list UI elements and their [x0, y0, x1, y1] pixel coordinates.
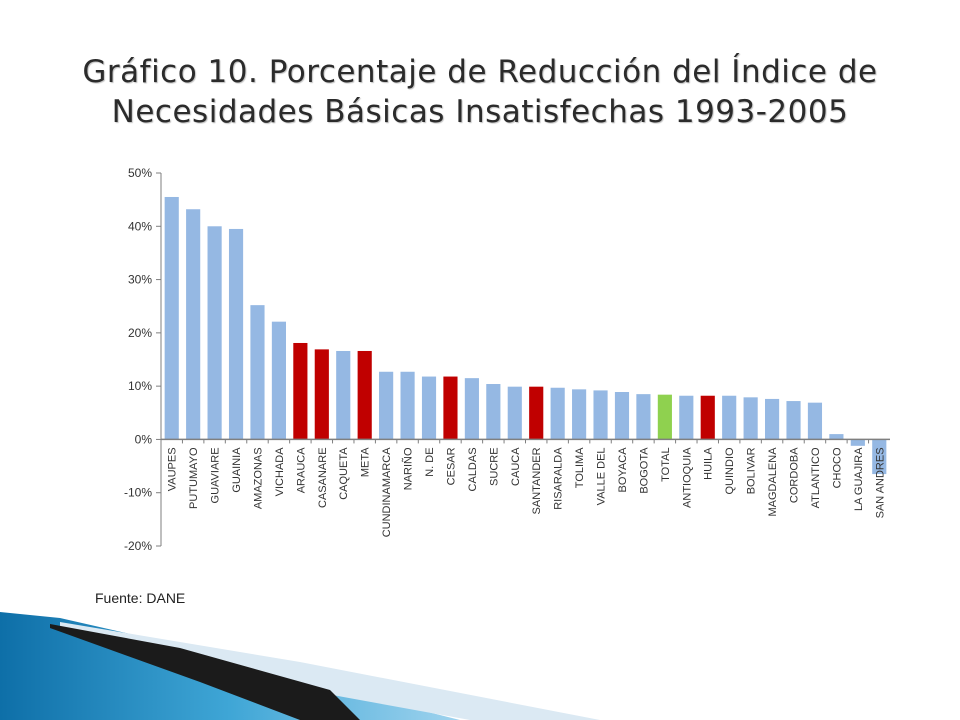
bar-meta: [357, 350, 372, 440]
x-tick-label: BOYACA: [617, 447, 629, 493]
bar-san-andres: [872, 439, 887, 475]
bar-vichada: [271, 321, 287, 440]
y-tick-label: 20%: [128, 326, 152, 340]
x-tick-label: HUILA: [703, 447, 715, 480]
x-tick-label: ATLANTICO: [810, 447, 822, 508]
bar-bolivar: [743, 397, 758, 440]
bar-nariño: [400, 371, 415, 440]
source-note: Fuente: DANE: [95, 590, 186, 606]
bar-bogota: [636, 394, 651, 440]
bar-n-de: [421, 376, 437, 440]
x-tick-label: SAN ANDRES: [874, 447, 886, 518]
bar-cordoba: [786, 401, 801, 440]
bars-group: [164, 196, 887, 475]
y-tick-label: 30%: [128, 273, 152, 287]
x-tick-label: VALLE DEL: [596, 447, 608, 505]
slide-decoration-light-band: [60, 622, 600, 720]
y-tick-label: 0%: [135, 432, 153, 446]
x-tick-label: TOTAL: [660, 447, 672, 481]
y-tick-label: -10%: [124, 486, 152, 500]
bar-sucre: [486, 384, 501, 440]
x-tick-label: CORDOBA: [789, 447, 801, 503]
x-tick-label: CASANARE: [317, 447, 329, 508]
bar-quindio: [722, 395, 737, 440]
slide-title-line-2: Necesidades Básicas Insatisfechas 1993-2…: [111, 94, 849, 130]
x-tick-label: VICHADA: [274, 447, 286, 497]
bar-boyaca: [614, 392, 630, 440]
x-tick-label: PUTUMAYO: [188, 447, 200, 509]
bar-risaralda: [550, 387, 565, 440]
x-tick-labels: VAUPES PUTUMAYO GUAVIARE GUAINIA AMAZONAS VIC…: [167, 447, 887, 538]
y-tick-label: 50%: [128, 166, 152, 180]
bar-casanare: [314, 349, 329, 440]
x-tick-label: SANTANDER: [531, 447, 543, 514]
slide-title-line-1: Gráfico 10. Porcentaje de Reducción del …: [82, 54, 878, 90]
x-tick-label: BOLIVAR: [746, 447, 758, 494]
x-tick-label: ARAUCA: [295, 447, 307, 494]
x-tick-label: LA GUAJIRA: [853, 447, 865, 511]
bar-amazonas: [250, 305, 265, 440]
x-tick-label: BOGOTA: [638, 447, 650, 494]
x-tick-label: NARIÑO: [402, 447, 415, 490]
y-tick-label: 40%: [128, 219, 152, 233]
bar-guainia: [228, 228, 244, 440]
x-tick-label: CAQUETA: [338, 447, 350, 500]
x-tick-label: AMAZONAS: [252, 447, 264, 509]
bar-cauca: [507, 386, 522, 440]
bar-cundinamarca: [379, 371, 394, 440]
bar-la-guajira: [850, 439, 865, 446]
bar-total: [657, 394, 672, 440]
bar-cesar: [443, 376, 458, 440]
x-tick-label: GUAINIA: [231, 447, 243, 493]
y-tick-label: 10%: [128, 379, 152, 393]
bar-putumayo: [186, 209, 201, 440]
bar-atlantico: [807, 402, 823, 440]
slide-title: Gráfico 10. Porcentaje de Reducción del …: [40, 52, 920, 132]
bar-caldas: [464, 378, 479, 440]
bar-choco: [829, 434, 844, 440]
bar-huila: [700, 395, 715, 440]
x-tick-label: MAGDALENA: [767, 447, 779, 517]
x-tick-label: CHOCO: [831, 447, 843, 488]
bar-guaviare: [207, 226, 222, 440]
bar-vaupes: [164, 196, 179, 440]
slide-decoration-dark-stripe: [50, 624, 360, 720]
bar-tolima: [572, 389, 587, 440]
bar-caqueta: [336, 350, 351, 440]
x-tick-label: META: [360, 447, 372, 477]
x-tick-label: GUAVIARE: [210, 447, 222, 503]
x-tick-label: TOLIMA: [574, 447, 586, 488]
x-tick-label: CALDAS: [467, 447, 479, 491]
bar-antioquia: [679, 395, 694, 440]
bar-valle-del: [593, 390, 608, 440]
x-tick-label: CESAR: [445, 447, 457, 485]
x-tick-label: N. DE: [424, 447, 436, 476]
x-tick-label: CUNDINAMARCA: [381, 447, 393, 538]
x-tick-label: ANTIOQUIA: [681, 447, 693, 508]
bar-arauca: [293, 342, 308, 440]
bar-magdalena: [764, 398, 780, 440]
x-tick-label: CAUCA: [510, 447, 522, 486]
y-axis: 50% 40% 30% 20% 10% 0% -10% -20%: [124, 166, 890, 553]
y-tick-label: -20%: [124, 539, 152, 553]
x-tick-label: SUCRE: [488, 447, 500, 486]
x-tick-label: VAUPES: [167, 447, 179, 491]
x-tick-label: QUINDIO: [724, 447, 736, 495]
bar-santander: [529, 386, 544, 440]
x-tick-label: RISARALDA: [553, 447, 565, 510]
